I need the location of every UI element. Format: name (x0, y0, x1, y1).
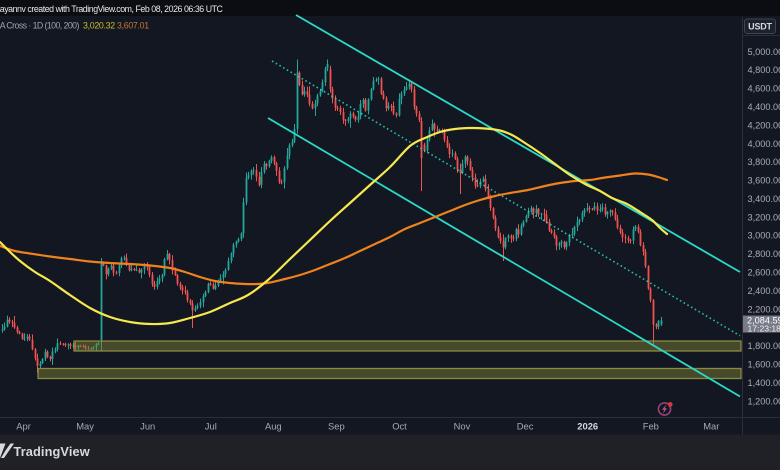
svg-text:4,400.00: 4,400.00 (748, 102, 780, 112)
svg-text:17:23:18: 17:23:18 (748, 324, 780, 334)
svg-text:Aug: Aug (265, 421, 282, 432)
svg-text:3,607.01: 3,607.01 (117, 20, 149, 30)
svg-text:2026: 2026 (577, 421, 598, 432)
svg-text:1,600.00: 1,600.00 (748, 360, 780, 370)
svg-text:MA Cross · 1D (100, 200): MA Cross · 1D (100, 200) (0, 20, 79, 30)
svg-text:Dec: Dec (517, 421, 534, 432)
svg-text:3,200.00: 3,200.00 (748, 212, 780, 222)
svg-text:Oct: Oct (392, 421, 407, 432)
svg-text:3,020.32: 3,020.32 (83, 20, 115, 30)
svg-text:dayannv created with TradingVi: dayannv created with TradingView.com, Fe… (0, 4, 224, 14)
svg-text:4,800.00: 4,800.00 (748, 65, 780, 75)
svg-text:5,000.00: 5,000.00 (748, 47, 780, 57)
svg-text:2,400.00: 2,400.00 (748, 286, 780, 296)
svg-text:Nov: Nov (454, 421, 471, 432)
svg-text:2,084.59: 2,084.59 (747, 315, 780, 325)
svg-text:2,600.00: 2,600.00 (748, 268, 780, 278)
svg-text:USDT: USDT (748, 21, 772, 31)
svg-text:Mar: Mar (703, 421, 719, 432)
svg-text:Sep: Sep (328, 421, 345, 432)
svg-text:Apr: Apr (16, 421, 31, 432)
svg-text:4,600.00: 4,600.00 (748, 84, 780, 94)
svg-text:3,800.00: 3,800.00 (748, 157, 780, 167)
svg-text:4,200.00: 4,200.00 (748, 120, 780, 130)
svg-text:3,600.00: 3,600.00 (748, 176, 780, 186)
svg-text:Jun: Jun (140, 421, 155, 432)
svg-text:2,200.00: 2,200.00 (748, 304, 780, 314)
svg-text:1,400.00: 1,400.00 (748, 378, 780, 388)
svg-text:May: May (76, 421, 94, 432)
svg-text:3,000.00: 3,000.00 (748, 231, 780, 241)
svg-text:Jul: Jul (205, 421, 217, 432)
svg-text:Feb: Feb (643, 421, 659, 432)
svg-text:1,800.00: 1,800.00 (748, 341, 780, 351)
svg-text:3,400.00: 3,400.00 (748, 194, 780, 204)
svg-text:2,800.00: 2,800.00 (748, 249, 780, 259)
svg-text:4,000.00: 4,000.00 (748, 139, 780, 149)
svg-text:1,200.00: 1,200.00 (748, 396, 780, 406)
svg-text:TradingView: TradingView (14, 444, 90, 459)
